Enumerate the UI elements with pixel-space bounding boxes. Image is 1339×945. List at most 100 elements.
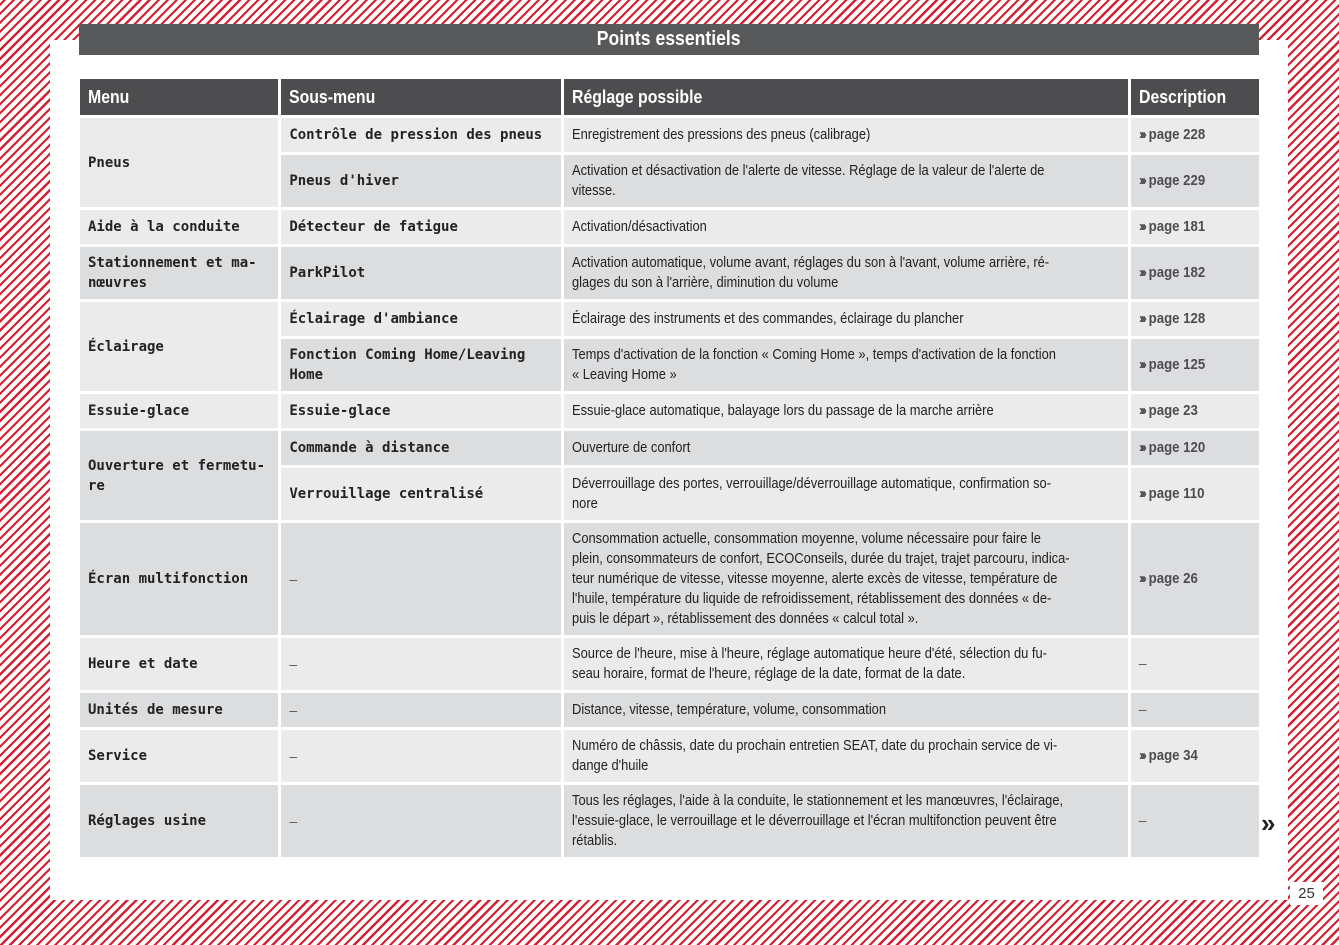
description-cell: ››› page 23 xyxy=(1130,394,1259,428)
submenu-label: Commande à distance xyxy=(289,440,450,456)
page-reference-link[interactable]: ››› page 34 xyxy=(1139,747,1198,764)
page-reference-link[interactable]: ››› page 181 xyxy=(1139,218,1205,235)
page-reference-link[interactable]: ››› page 125 xyxy=(1139,356,1205,373)
setting-cell: Distance, vitesse, température, volume, … xyxy=(563,693,1128,727)
menu-label: Aide à la conduite xyxy=(88,219,240,235)
page-reference-link[interactable]: ››› page 120 xyxy=(1139,439,1205,456)
setting-text: Activation/désactivation xyxy=(571,218,707,235)
setting-text: Source de l'heure, mise à l'heure, régla… xyxy=(571,645,1047,682)
submenu-label: – xyxy=(289,571,298,587)
setting-text: Numéro de châssis, date du prochain entr… xyxy=(571,737,1058,774)
submenu-cell: Éclairage d'ambiance xyxy=(281,302,561,336)
table-row: Service – Numéro de châssis, date du proch… xyxy=(80,730,1259,782)
submenu-cell: Fonction Coming Home/Leaving Home xyxy=(281,339,561,391)
header-label: Menu xyxy=(88,86,130,107)
settings-table: Menu Sous-menu Réglage possible Descript… xyxy=(77,76,1262,860)
setting-cell: Activation automatique, volume avant, ré… xyxy=(563,247,1128,299)
page-reference-text: page 125 xyxy=(1148,356,1205,373)
submenu-cell: Pneus d'hiver xyxy=(281,155,561,207)
page-reference-link[interactable]: ››› page 23 xyxy=(1139,402,1198,419)
menu-label: Écran multifonction xyxy=(88,571,249,587)
table-row: Stationnement et ma- nœuvres ParkPilot Act… xyxy=(80,247,1259,299)
setting-cell: Source de l'heure, mise à l'heure, régla… xyxy=(563,638,1128,690)
menu-label: Réglages usine xyxy=(88,813,207,829)
setting-text: Activation et désactivation de l'alerte … xyxy=(571,162,1045,199)
menu-cell: Écran multifonction xyxy=(80,523,279,635)
page-reference-link[interactable]: ››› page 128 xyxy=(1139,310,1205,327)
page-reference-text: page 110 xyxy=(1148,485,1205,502)
menu-cell: Unités de mesure xyxy=(80,693,279,727)
submenu-cell: Détecteur de fatigue xyxy=(281,210,561,244)
submenu-cell: Contrôle de pression des pneus xyxy=(281,118,561,152)
table-row: Écran multifonction – Consommation actuell… xyxy=(80,523,1259,635)
triple-chevron-right-icon: ››› xyxy=(1138,172,1147,189)
submenu-cell: Essuie-glace xyxy=(281,394,561,428)
menu-label: Ouverture et fermetu- re xyxy=(88,457,266,494)
menu-label: Unités de mesure xyxy=(88,702,223,718)
submenu-cell: ParkPilot xyxy=(281,247,561,299)
description-cell: – xyxy=(1130,638,1259,690)
table-header-row: Menu Sous-menu Réglage possible Descript… xyxy=(80,79,1259,115)
description-cell: ››› page 26 xyxy=(1130,523,1259,635)
submenu-label: – xyxy=(289,656,298,672)
page-reference-text: page 128 xyxy=(1148,310,1205,327)
menu-label: Pneus xyxy=(88,154,131,171)
triple-chevron-right-icon: ››› xyxy=(1138,402,1147,419)
menu-cell: Ouverture et fermetu- re xyxy=(80,431,279,520)
page-reference-link[interactable]: ››› page 26 xyxy=(1139,570,1198,587)
setting-cell: Ouverture de confort xyxy=(563,431,1128,465)
header-description: Description xyxy=(1130,79,1259,115)
description-empty: – xyxy=(1138,812,1147,828)
setting-cell: Enregistrement des pressions des pneus (… xyxy=(563,118,1128,152)
submenu-label: Éclairage d'ambiance xyxy=(289,311,458,327)
setting-cell: Consommation actuelle, consommation moye… xyxy=(563,523,1128,635)
table-row: Aide à la conduite Détecteur de fatigue Ac… xyxy=(80,210,1259,244)
menu-cell: Heure et date xyxy=(80,638,279,690)
page-number: 25 xyxy=(1290,882,1323,905)
triple-chevron-right-icon: ››› xyxy=(1138,126,1147,143)
table-row: Unités de mesure – Distance, vitesse, temp… xyxy=(80,693,1259,727)
page-reference-text: page 34 xyxy=(1148,747,1198,764)
description-empty: – xyxy=(1138,655,1147,671)
menu-cell: Service xyxy=(80,730,279,782)
setting-cell: Éclairage des instruments et des command… xyxy=(563,302,1128,336)
page-reference-text: page 181 xyxy=(1148,218,1205,235)
page-reference-text: page 23 xyxy=(1148,402,1198,419)
setting-cell: Activation/désactivation xyxy=(563,210,1128,244)
menu-label: Éclairage xyxy=(88,338,164,355)
menu-cell: Aide à la conduite xyxy=(80,210,279,244)
page-reference-link[interactable]: ››› page 228 xyxy=(1139,126,1205,143)
menu-cell: Éclairage xyxy=(80,302,279,391)
submenu-cell: – xyxy=(281,693,561,727)
page-reference-link[interactable]: ››› page 182 xyxy=(1139,264,1205,281)
setting-text: Essuie-glace automatique, balayage lors … xyxy=(571,402,994,419)
submenu-label: ParkPilot xyxy=(289,265,366,281)
submenu-label: Contrôle de pression des pneus xyxy=(289,127,543,143)
page-reference-text: page 228 xyxy=(1148,126,1205,143)
table-row: Ouverture et fermetu- re Commande à dista… xyxy=(80,431,1259,520)
setting-text: Tous les réglages, l'aide à la conduite,… xyxy=(571,792,1063,849)
table-row: Éclairage Éclairage d'ambiance Éclairage d… xyxy=(80,302,1259,391)
submenu-cell: – xyxy=(281,785,561,857)
menu-label: Essuie-glace xyxy=(88,403,190,419)
setting-cell: Essuie-glace automatique, balayage lors … xyxy=(563,394,1128,428)
setting-text: Distance, vitesse, température, volume, … xyxy=(571,701,886,718)
menu-label: Stationnement et ma- nœuvres xyxy=(88,255,257,291)
page-reference-link[interactable]: ››› page 229 xyxy=(1139,172,1205,189)
menu-cell: Essuie-glace xyxy=(80,394,279,428)
menu-label: Heure et date xyxy=(88,656,198,672)
description-cell: ››› page 182 xyxy=(1130,247,1259,299)
submenu-cell: – xyxy=(281,523,561,635)
header-label: Description xyxy=(1138,86,1226,107)
header-label: Sous-menu xyxy=(289,86,376,107)
description-cell: ››› page 181 xyxy=(1130,210,1259,244)
page-reference-link[interactable]: ››› page 110 xyxy=(1139,485,1204,502)
description-cell: ››› page 34 xyxy=(1130,730,1259,782)
submenu-label: Verrouillage centralisé xyxy=(289,486,484,502)
page-reference-text: page 26 xyxy=(1148,570,1198,587)
submenu-label: Pneus d'hiver xyxy=(289,173,399,189)
table-row: Essuie-glace Essuie-glace Essuie-glace aut… xyxy=(80,394,1259,428)
description-cell: – xyxy=(1130,693,1259,727)
table-row: Réglages usine – Tous les réglages, l'aide… xyxy=(80,785,1259,857)
menu-cell: Réglages usine xyxy=(80,785,279,857)
